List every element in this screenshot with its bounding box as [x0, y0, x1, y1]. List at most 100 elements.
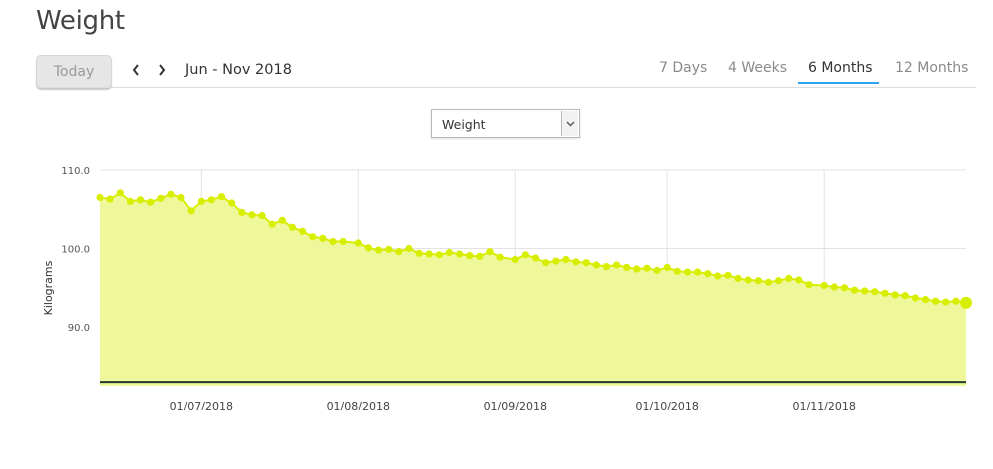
weight-data-point — [613, 261, 621, 269]
weight-data-point — [374, 246, 383, 254]
weight-data-point — [177, 193, 185, 202]
weight-data-point — [197, 197, 205, 205]
weight-data-point — [511, 255, 519, 264]
weight-data-point — [329, 237, 337, 246]
y-tick-label: 90.0 — [68, 323, 90, 334]
x-tick-label: 01/10/2018 — [636, 400, 699, 410]
tab-6-months[interactable]: 6 Months — [808, 60, 873, 76]
weight-data-point — [932, 297, 940, 305]
weight-data-point — [456, 250, 464, 258]
weight-area-fill — [100, 192, 966, 386]
today-button[interactable]: Today — [36, 55, 112, 88]
weight-data-point — [258, 212, 266, 220]
weight-data-point — [775, 277, 783, 285]
weight-data-point — [217, 193, 226, 201]
weight-data-point — [157, 194, 165, 202]
weight-data-point — [228, 199, 236, 207]
weight-data-point — [694, 268, 702, 276]
weight-data-point — [704, 270, 712, 278]
weight-data-point — [354, 239, 362, 247]
weight-data-point — [496, 253, 504, 261]
weight-data-point — [476, 252, 484, 260]
y-axis-label: Kilograms — [42, 260, 55, 315]
x-tick-label: 01/08/2018 — [327, 400, 390, 410]
weight-data-point — [942, 298, 950, 306]
weight-chart: 110.0 100.0 90.0 01/07/2018 01/08/2018 01/09/… — [42, 166, 972, 410]
weight-data-point — [385, 245, 393, 253]
weight-data-point — [663, 263, 671, 271]
weight-data-point — [582, 259, 590, 267]
tab-4-weeks[interactable]: 4 Weeks — [728, 60, 788, 76]
y-tick-label: 110.0 — [61, 166, 90, 177]
tab-7-days[interactable]: 7 Days — [659, 60, 708, 76]
weight-data-point — [445, 248, 453, 257]
weight-data-point — [851, 286, 859, 294]
chevron-right-icon — [159, 64, 166, 76]
weight-data-point — [552, 257, 560, 265]
weight-data-point — [805, 281, 813, 289]
weight-data-point — [562, 255, 570, 264]
weight-data-point — [187, 207, 195, 215]
weight-data-point — [592, 261, 600, 269]
weight-data-point — [840, 284, 849, 292]
weight-data-point — [921, 296, 930, 304]
weight-data-point — [820, 281, 828, 290]
tab-12-months[interactable]: 12 Months — [895, 60, 969, 76]
weight-data-point — [106, 195, 114, 203]
weight-data-point — [744, 276, 752, 284]
weight-data-point — [602, 263, 611, 271]
weight-data-point — [542, 259, 550, 267]
weight-data-point — [714, 272, 722, 280]
active-tab-indicator — [798, 82, 879, 84]
weight-data-point — [734, 274, 742, 282]
weight-data-point — [623, 263, 631, 271]
weight-data-point — [167, 190, 175, 198]
header-divider — [36, 87, 976, 88]
weight-data-point — [319, 234, 327, 242]
date-range-label: Jun - Nov 2018 — [185, 62, 292, 78]
weight-data-point — [960, 296, 972, 309]
x-tick-label: 01/07/2018 — [170, 400, 233, 410]
weight-data-point — [830, 283, 838, 291]
weight-data-point — [96, 193, 104, 202]
weight-data-point — [531, 254, 540, 262]
weight-data-point — [683, 268, 692, 276]
weight-data-point — [521, 251, 530, 259]
weight-data-point — [572, 258, 580, 266]
weight-data-point — [911, 294, 920, 302]
weight-data-point — [395, 248, 403, 256]
weight-data-point — [764, 278, 773, 286]
weight-data-point — [207, 196, 215, 204]
weight-data-point — [126, 197, 134, 205]
weight-data-point — [116, 189, 124, 197]
previous-period-button[interactable] — [128, 60, 144, 80]
weight-data-point — [339, 237, 347, 246]
weight-data-point — [901, 292, 909, 300]
chevron-left-icon — [132, 64, 139, 76]
weight-data-point — [486, 248, 494, 256]
weight-data-point — [724, 271, 732, 279]
metric-select-value: Weight — [442, 117, 486, 132]
weight-data-point — [415, 249, 423, 257]
y-tick-label: 100.0 — [61, 245, 90, 256]
x-tick-label: 01/11/2018 — [792, 400, 855, 410]
weight-data-point — [643, 264, 651, 272]
weight-data-point — [891, 291, 899, 299]
metric-select[interactable]: Weight — [431, 109, 580, 138]
weight-data-point — [238, 208, 246, 216]
next-period-button[interactable] — [154, 60, 170, 80]
weight-data-point — [299, 227, 307, 235]
weight-data-point — [288, 223, 296, 231]
x-tick-label: 01/09/2018 — [484, 400, 547, 410]
dropdown-button[interactable] — [561, 111, 578, 136]
weight-data-point — [248, 211, 256, 219]
weight-data-point — [405, 244, 413, 253]
weight-data-point — [268, 220, 276, 228]
weight-data-point — [785, 274, 793, 282]
weight-data-point — [425, 250, 433, 258]
weight-data-point — [673, 267, 681, 275]
weight-data-point — [435, 251, 443, 259]
weight-data-point — [364, 244, 372, 252]
weight-data-point — [136, 196, 145, 204]
weight-data-point — [147, 198, 155, 206]
